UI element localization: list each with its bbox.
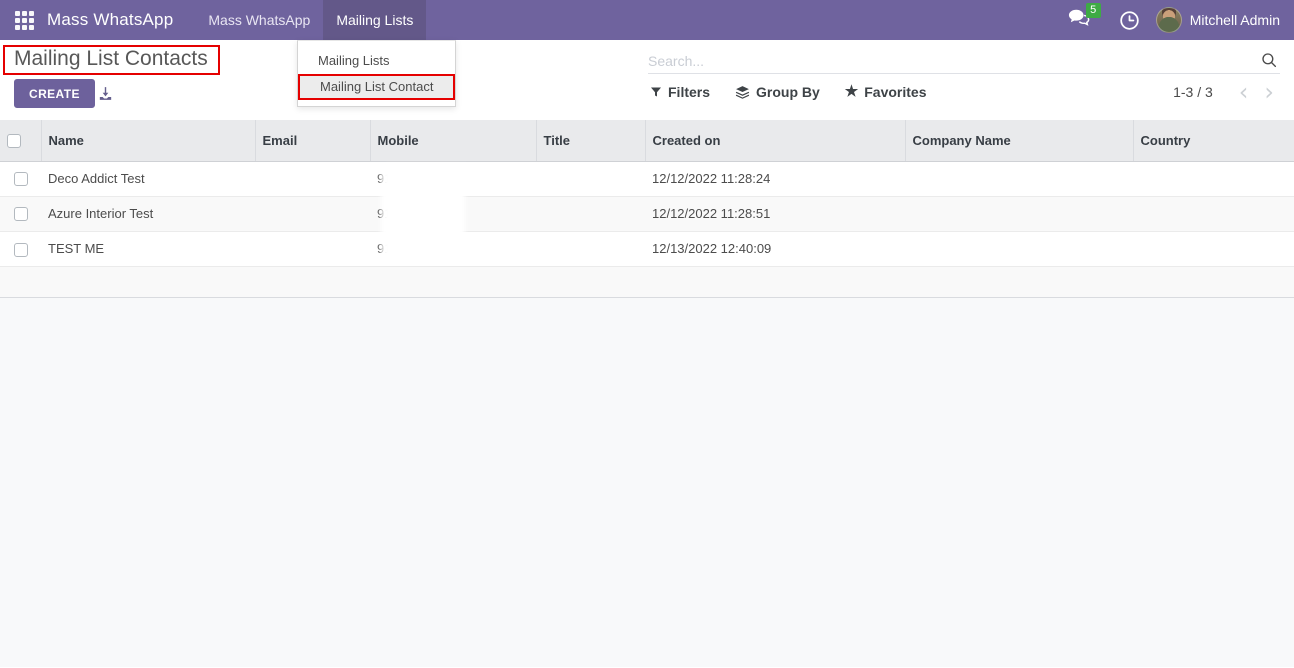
user-avatar[interactable] <box>1155 7 1182 33</box>
filters-label: Filters <box>668 84 711 100</box>
cell-title <box>536 230 645 266</box>
mailing-lists-dropdown: Mailing Lists Mailing List Contact <box>297 40 456 107</box>
navbar-right: 5 Mitchell Admin <box>1067 3 1294 33</box>
row-select-cell <box>0 230 41 266</box>
cell-created-on: 12/12/2022 11:28:51 <box>645 195 905 231</box>
cell-company-name <box>905 161 1133 196</box>
clock-glyph <box>1120 10 1139 30</box>
favorites-button[interactable]: ★ Favorites <box>845 84 927 100</box>
activities-clock-icon[interactable] <box>1119 10 1140 31</box>
column-header-mobile[interactable]: Mobile <box>369 120 536 162</box>
download-glyph <box>99 87 112 100</box>
user-name[interactable]: Mitchell Admin <box>1189 12 1280 28</box>
messages-badge: 5 <box>1085 3 1101 18</box>
layers-icon <box>735 86 750 99</box>
column-header-company-name[interactable]: Company Name <box>904 120 1133 162</box>
table-row[interactable]: Deco Addict Test 91 12/12/2022 11:28:24 <box>0 161 1294 196</box>
cell-created-on: 12/13/2022 12:40:09 <box>645 230 905 266</box>
search-bar <box>648 48 1280 76</box>
table-row[interactable]: TEST ME 91 12/13/2022 12:40:09 <box>0 230 1294 266</box>
group-by-label: Group By <box>756 84 820 100</box>
favorites-label: Favorites <box>864 84 927 100</box>
page-title: Mailing List Contacts <box>14 47 208 70</box>
cell-company-name <box>905 195 1133 231</box>
cell-email <box>255 195 370 231</box>
cell-country <box>1133 161 1294 196</box>
create-button[interactable]: CREATE <box>14 79 95 108</box>
messages-icon[interactable]: 5 <box>1067 3 1101 33</box>
page-title-highlight-box: Mailing List Contacts <box>3 45 220 75</box>
cell-email <box>255 161 370 196</box>
search-icon[interactable] <box>1260 51 1278 69</box>
cell-created-on: 12/12/2022 11:28:24 <box>652 171 771 186</box>
export-download-icon[interactable] <box>97 85 114 102</box>
pager-next-icon[interactable]: › <box>1264 78 1274 106</box>
row-select-cell <box>0 195 41 231</box>
column-header-name[interactable]: Name <box>40 120 255 162</box>
row-select-cell <box>0 161 41 196</box>
column-header-created-on[interactable]: Created on <box>644 120 905 162</box>
column-header-email[interactable]: Email <box>254 120 370 162</box>
page-background <box>0 298 1294 667</box>
cell-title <box>536 161 645 196</box>
cell-company-name <box>905 230 1133 266</box>
cell-email <box>255 230 370 266</box>
mobile-redaction-blur <box>381 166 465 261</box>
table-header-row: Name Email Mobile Title Created on Compa… <box>0 120 1294 162</box>
chat-bubbles-icon <box>1068 9 1090 26</box>
cell-title <box>536 195 645 231</box>
star-icon: ★ <box>844 83 859 100</box>
select-all-checkbox[interactable] <box>7 134 21 149</box>
search-facets: Filters Group By ★ Favorites <box>650 84 927 100</box>
table-body: Deco Addict Test 91 12/12/2022 11:28:24 … <box>0 161 1294 266</box>
group-by-button[interactable]: Group By <box>735 84 820 100</box>
cell-name: Deco Addict Test <box>48 171 145 186</box>
pager-range: 1-3 / 3 <box>1173 84 1213 100</box>
table-empty-stripe <box>0 266 1294 298</box>
column-header-title[interactable]: Title <box>535 120 645 162</box>
select-all-header <box>0 120 41 162</box>
column-header-country[interactable]: Country <box>1132 120 1294 162</box>
apps-grid-icon[interactable] <box>15 10 34 30</box>
control-panel: Mailing List Contacts CREATE Filters <box>0 40 1294 120</box>
row-checkbox[interactable] <box>13 172 28 187</box>
dropdown-item-mailing-list-contact[interactable]: Mailing List Contact <box>298 74 455 100</box>
filter-funnel-icon <box>651 87 661 97</box>
cell-name: Azure Interior Test <box>41 195 255 231</box>
app-brand[interactable]: Mass WhatsApp <box>47 10 174 29</box>
magnifier-glyph <box>1262 53 1277 68</box>
dropdown-item-mailing-lists[interactable]: Mailing Lists <box>318 53 390 68</box>
pager: 1-3 / 3 ‹ › <box>1173 78 1282 106</box>
row-checkbox[interactable] <box>13 207 28 222</box>
row-checkbox[interactable] <box>13 242 28 257</box>
mailing-list-contacts-table: Name Email Mobile Title Created on Compa… <box>0 120 1294 266</box>
nav-item-mailing-lists[interactable]: Mailing Lists <box>323 0 427 40</box>
pager-prev-icon[interactable]: ‹ <box>1238 78 1249 106</box>
table-row[interactable]: Azure Interior Test 91 12/12/2022 11:28:… <box>0 195 1294 231</box>
search-input[interactable] <box>648 48 1280 74</box>
cell-name: TEST ME <box>41 230 255 266</box>
filters-button[interactable]: Filters <box>650 84 710 100</box>
top-navbar: Mass WhatsApp Mass WhatsApp Mailing List… <box>0 0 1294 40</box>
cell-country <box>1133 230 1294 266</box>
cell-country <box>1133 195 1294 231</box>
nav-item-mass-whatsapp[interactable]: Mass WhatsApp <box>208 12 311 28</box>
